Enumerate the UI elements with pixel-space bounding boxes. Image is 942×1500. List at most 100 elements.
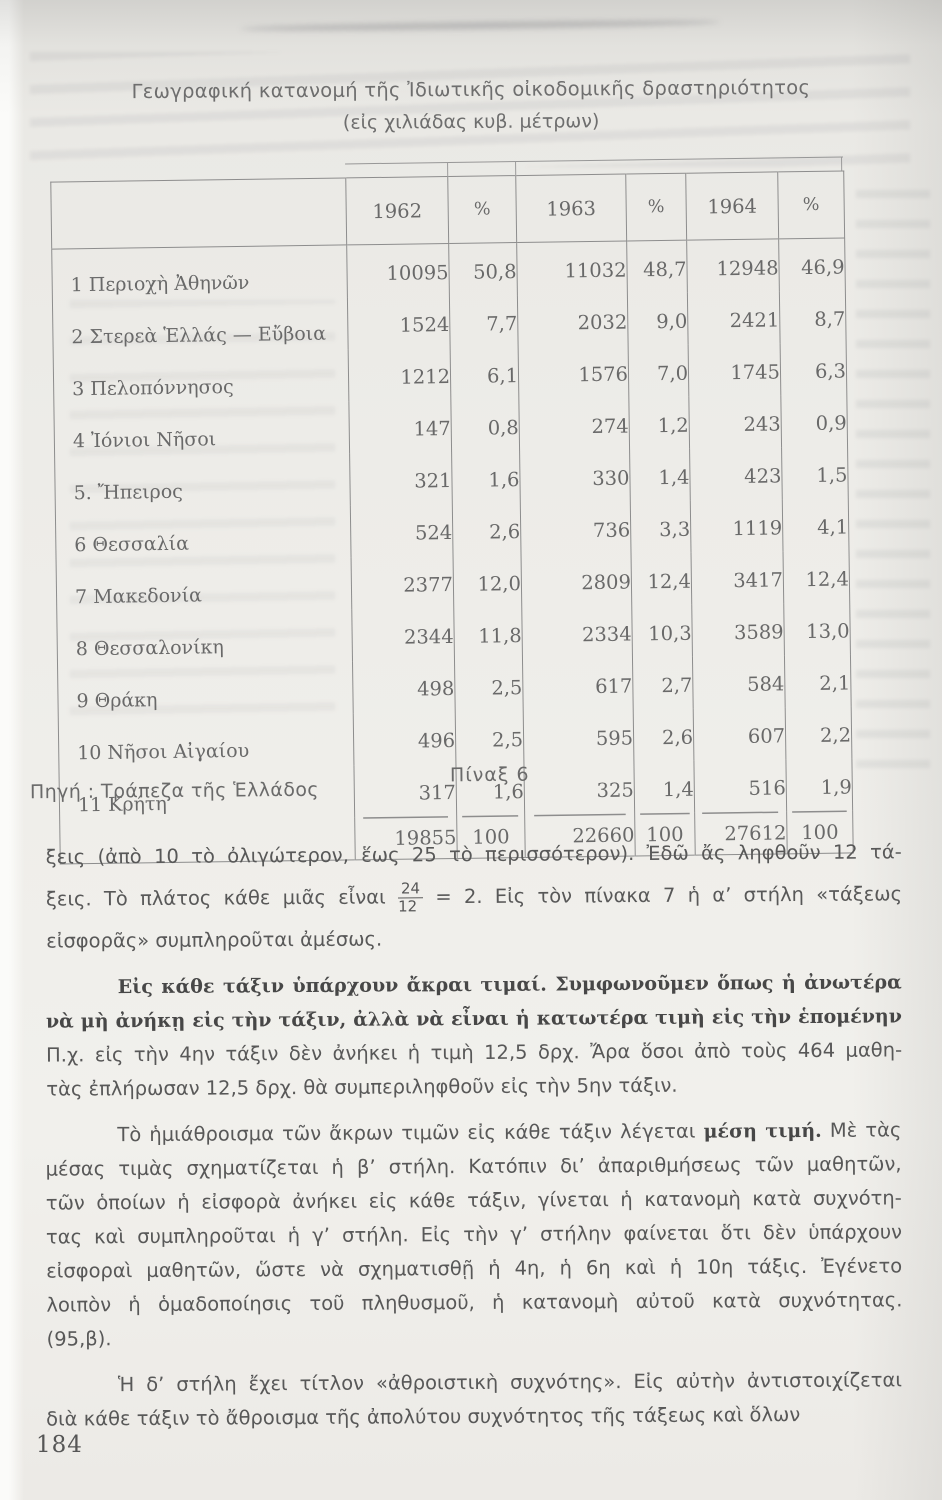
table-cell: 2,6 xyxy=(633,708,694,762)
corner-cell xyxy=(50,177,347,250)
table-cell: 11,8 xyxy=(453,607,523,660)
table-cell: 10,3 xyxy=(631,604,693,658)
text-segment: διὰ κάθε τάξιν τὸ ἄθροισμα τῆς ἀπολύτου … xyxy=(46,1403,801,1431)
table-cell: 0,8 xyxy=(450,399,520,452)
table-cell: 595 xyxy=(523,709,634,764)
text-segment: εἰσφοραὶ μαθητῶν, ὥστε νὰ σχηματισθῇ ἡ 4… xyxy=(46,1254,903,1283)
bold-text-segment: μέση τιμή. xyxy=(703,1119,822,1143)
paragraph: Τὸ ἡμιάθροισμα τῶν ἄκρων τιμῶν εἰς κάθε … xyxy=(45,1113,903,1356)
text-segment: Τὸ ἡμιάθροισμα τῶν ἄκρων τιμῶν εἰς κάθε … xyxy=(117,1119,704,1147)
text-line: Τὸ ἡμιάθροισμα τῶν ἄκρων τιμῶν εἰς κάθε … xyxy=(45,1113,901,1152)
text-segment: τὰς ἐπλήρωσαν 12,5 δρχ. θὰ συμπεριληφθοῦ… xyxy=(46,1073,678,1101)
table-title: Γεωγραφική κατανομή τῆς Ἰδιωτικῆς οἰκοδο… xyxy=(0,75,942,136)
table-cell: 2,1 xyxy=(784,654,852,708)
table-cell: 50,8 xyxy=(448,242,518,297)
region-label: 6 Θεσσαλία xyxy=(74,532,190,557)
text-line: ξεις. Τὸ πλάτος κάθε μιᾶς εἶναι 24 12 = 2… xyxy=(46,869,902,924)
table-cell: 1524 xyxy=(347,296,451,350)
text-segment: τας καὶ συμπληροῦται ἡ γ’ στήλη. Εἰς τὴν… xyxy=(45,1220,903,1249)
table-cell: 274 xyxy=(518,397,630,452)
text-line: λοιπὸν ἡ ὁμαδοποίησις τοῦ πληθυσμοῦ, ἡ κ… xyxy=(46,1283,902,1322)
table-cell: 2809 xyxy=(521,553,632,608)
table-cell: 4,1 xyxy=(782,498,849,552)
table-cell: 1,9 xyxy=(785,758,853,812)
text-segment: ξεις. Τὸ πλάτος κάθε μιᾶς εἶναι xyxy=(45,885,399,911)
table-cell: 6,1 xyxy=(450,347,519,400)
text-line: ξεις (ἀπὸ 10 τὸ ὀλιγώτερον, ἕως 25 τὸ πε… xyxy=(46,835,902,874)
table-cell: 2,5 xyxy=(455,711,524,764)
region-label: 4 Ἰόνιοι Νῆσοι xyxy=(72,428,217,453)
table-cell: 12,0 xyxy=(453,555,522,608)
percent-column-header: % xyxy=(625,173,687,242)
text-segment: Μὲ τὰς xyxy=(821,1118,902,1142)
table-top-rule xyxy=(345,156,844,165)
table-cell: 1,2 xyxy=(628,396,690,450)
table-cell: 48,7 xyxy=(626,240,688,294)
table-cell: 12,4 xyxy=(631,552,692,606)
text-segment: = 2. Εἰς τὸν πίνακα 7 ἡ α’ στήλη «τάξεως xyxy=(423,882,903,909)
page-number: 184 xyxy=(36,1432,83,1458)
text-line: εἰσφοραὶ μαθητῶν, ὥστε νὰ σχηματισθῇ ἡ 4… xyxy=(46,1249,902,1288)
text-line: μέσας τιμὰς σχηματίζεται ἡ β’ στήλη. Κατ… xyxy=(45,1147,902,1186)
table-title-line1: Γεωγραφική κατανομή τῆς Ἰδιωτικῆς οἰκοδο… xyxy=(131,75,811,104)
paragraph: Εἰς κάθε τάξιν ὑπάρχουν ἄκραι τιμαί. Συμ… xyxy=(46,965,903,1106)
table-cell: 10095 xyxy=(346,243,450,298)
table-cell: 1119 xyxy=(690,499,784,553)
table-cell: 607 xyxy=(693,707,786,761)
region-label: 9 Θράκη xyxy=(76,689,158,713)
text-segment: Ἡ δ’ στήλη ἔχει τίτλον «ἀθροιστικὴ συχνό… xyxy=(117,1368,902,1397)
table-rule-stub xyxy=(840,156,843,171)
region-label: 3 Πελοπόννησος xyxy=(72,376,234,401)
table-cell: 3589 xyxy=(691,603,785,657)
table-cell: 12,4 xyxy=(783,550,850,604)
scan-bleedthrough-artifact xyxy=(856,190,930,780)
table-cell: 0,9 xyxy=(780,394,848,448)
text-line: διὰ κάθε τάξιν τὸ ἄθροισμα τῆς ἀπολύτου … xyxy=(46,1397,902,1436)
table-cell: 524 xyxy=(350,503,454,558)
region-label: 1 Περιοχὴ Ἀθηνῶν xyxy=(70,271,250,297)
table-cell: 11032 xyxy=(516,241,628,296)
table-rule-stub xyxy=(515,161,517,176)
text-line: (95,β). xyxy=(47,1317,903,1356)
text-line: Ἡ δ’ στήλη ἔχει τίτλον «ἀθροιστικὴ συχνό… xyxy=(46,1363,902,1402)
statistics-table-wrap: 1962% 1963% 1964% 1 Περιοχὴ Ἀθηνῶν 10095 50,… xyxy=(50,156,854,865)
text-line: εἰσφορᾶς» συμπληροῦται ἀμέσως. xyxy=(46,919,902,958)
year-column-header: 1962 xyxy=(345,176,449,245)
table-cell: 325 xyxy=(523,761,635,816)
table-cell: 516 xyxy=(693,759,787,813)
text-segment: ξεις (ἀπὸ 10 τὸ ὀλιγώτερον, ἕως 25 τὸ πε… xyxy=(45,840,902,869)
table-cell: 498 xyxy=(352,659,456,714)
table-cell: 736 xyxy=(520,501,632,556)
text-segment: εἰσφορᾶς» συμπληροῦται ἀμέσως. xyxy=(46,927,383,953)
region-label: 2 Στερεὰ Ἑλλάς — Εὔβοια xyxy=(71,322,327,349)
text-line: Π.χ. εἰς τὴν 4ην τάξιν δὲν ἀνήκει ἡ τιμὴ… xyxy=(46,1033,902,1072)
table-cell: 2,5 xyxy=(454,659,524,712)
text-segment: Π.χ. εἰς τὴν 4ην τάξιν δὲν ἀνήκει ἡ τιμὴ… xyxy=(46,1038,903,1067)
statistics-table: 1962% 1963% 1964% 1 Περιοχὴ Ἀθηνῶν 10095 50,… xyxy=(50,170,854,865)
table-cell: 330 xyxy=(519,449,631,504)
paragraph: Ἡ δ’ στήλη ἔχει τίτλον «ἀθροιστικὴ συχνό… xyxy=(46,1363,902,1436)
table-cell: 8,7 xyxy=(779,290,847,344)
percent-column-header: % xyxy=(777,170,845,239)
region-label: 7 Μακεδονία xyxy=(74,584,203,609)
table-cell: 1212 xyxy=(348,348,451,402)
table-cell: 13,0 xyxy=(783,602,851,656)
table-header-row: 1962% 1963% 1964% xyxy=(50,170,845,250)
table-cell: 423 xyxy=(689,447,783,501)
table-cell: 2,6 xyxy=(452,503,522,556)
text-line: τῶν ὁποίων ἡ εἰσφορὰ ἀνήκει εἰς κάθε τάξ… xyxy=(46,1181,902,1220)
region-label: 8 Θεσσαλονίκη xyxy=(75,636,225,661)
table-cell: 2344 xyxy=(351,607,455,662)
table-cell: 3,3 xyxy=(630,500,692,554)
table-cell: 2334 xyxy=(521,605,633,660)
text-line: Εἰς κάθε τάξιν ὑπάρχουν ἄκραι τιμαί. Συμ… xyxy=(46,965,902,1004)
text-segment: λοιπὸν ἡ ὁμαδοποίησις τοῦ πληθυσμοῦ, ἡ κ… xyxy=(46,1288,903,1317)
table-cell: 7,0 xyxy=(628,344,689,398)
table-cell: 617 xyxy=(522,657,634,712)
region-label: 10 Νῆσοι Αἰγαίου xyxy=(77,739,250,765)
table-cell: 3417 xyxy=(691,551,784,605)
table-rule-stub xyxy=(447,162,449,177)
text-segment: (95,β). xyxy=(46,1327,112,1351)
table-cell: 1745 xyxy=(688,343,781,397)
table-source: Πηγή : Τράπεζα τῆς Ἑλλάδος xyxy=(29,778,319,804)
